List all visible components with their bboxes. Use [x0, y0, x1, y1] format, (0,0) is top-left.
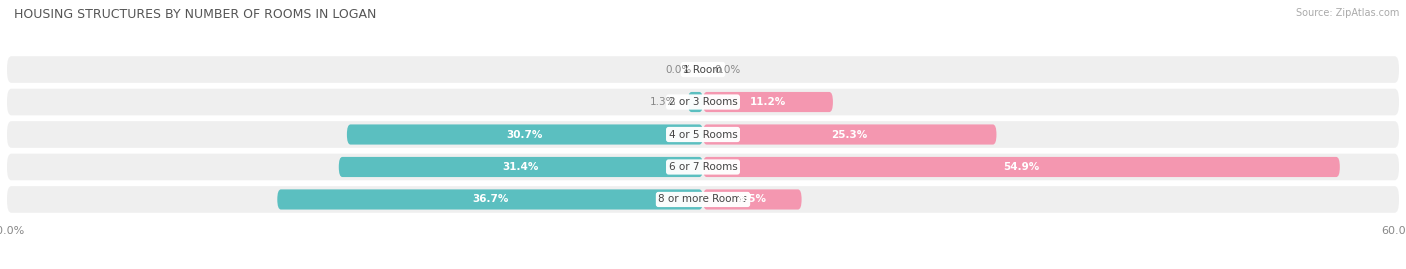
Text: 6 or 7 Rooms: 6 or 7 Rooms: [669, 162, 737, 172]
Text: 8 or more Rooms: 8 or more Rooms: [658, 194, 748, 204]
Text: 30.7%: 30.7%: [506, 129, 543, 140]
FancyBboxPatch shape: [7, 121, 1399, 148]
FancyBboxPatch shape: [277, 189, 703, 210]
FancyBboxPatch shape: [703, 189, 801, 210]
Text: HOUSING STRUCTURES BY NUMBER OF ROOMS IN LOGAN: HOUSING STRUCTURES BY NUMBER OF ROOMS IN…: [14, 8, 377, 21]
Text: 1.3%: 1.3%: [650, 97, 676, 107]
FancyBboxPatch shape: [688, 92, 703, 112]
Text: 0.0%: 0.0%: [665, 65, 692, 75]
FancyBboxPatch shape: [339, 157, 703, 177]
Text: 0.0%: 0.0%: [714, 65, 741, 75]
Text: 2 or 3 Rooms: 2 or 3 Rooms: [669, 97, 737, 107]
Text: 31.4%: 31.4%: [503, 162, 538, 172]
FancyBboxPatch shape: [7, 56, 1399, 83]
Text: 4 or 5 Rooms: 4 or 5 Rooms: [669, 129, 737, 140]
FancyBboxPatch shape: [7, 89, 1399, 115]
Text: 54.9%: 54.9%: [1004, 162, 1039, 172]
Text: 36.7%: 36.7%: [472, 194, 509, 204]
FancyBboxPatch shape: [347, 125, 703, 144]
FancyBboxPatch shape: [703, 157, 1340, 177]
Text: 11.2%: 11.2%: [749, 97, 786, 107]
FancyBboxPatch shape: [7, 154, 1399, 180]
Text: Source: ZipAtlas.com: Source: ZipAtlas.com: [1295, 8, 1399, 18]
Text: 25.3%: 25.3%: [831, 129, 868, 140]
FancyBboxPatch shape: [703, 92, 832, 112]
Text: 1 Room: 1 Room: [683, 65, 723, 75]
FancyBboxPatch shape: [703, 125, 997, 144]
FancyBboxPatch shape: [7, 186, 1399, 213]
Text: 8.5%: 8.5%: [738, 194, 766, 204]
